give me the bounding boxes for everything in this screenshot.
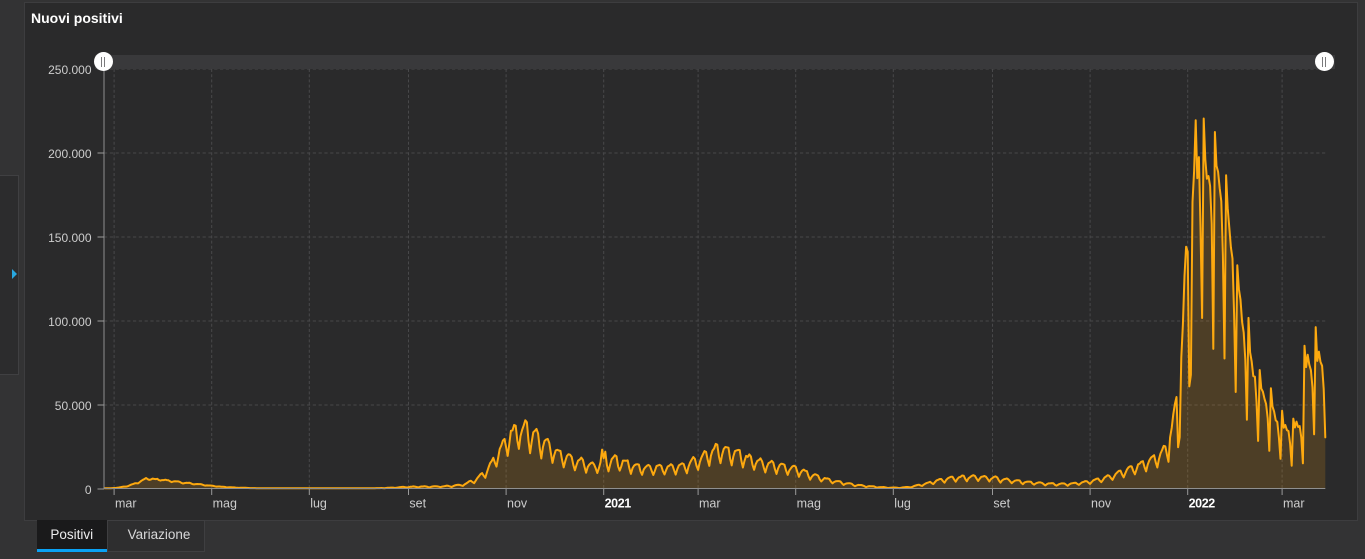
svg-text:200.000: 200.000	[48, 147, 92, 161]
svg-text:mag: mag	[213, 497, 237, 511]
svg-text:mar: mar	[699, 497, 721, 511]
svg-text:nov: nov	[507, 497, 528, 511]
svg-text:2022: 2022	[1189, 497, 1216, 511]
svg-text:set: set	[993, 497, 1010, 511]
svg-text:mar: mar	[115, 497, 137, 511]
svg-text:mar: mar	[1283, 497, 1305, 511]
svg-text:lug: lug	[894, 497, 911, 511]
svg-text:50.000: 50.000	[55, 399, 92, 413]
svg-text:150.000: 150.000	[48, 231, 92, 245]
svg-text:250.000: 250.000	[48, 63, 92, 77]
svg-text:2021: 2021	[605, 497, 632, 511]
svg-text:100.000: 100.000	[48, 315, 92, 329]
svg-text:0: 0	[85, 483, 92, 497]
svg-text:mag: mag	[797, 497, 821, 511]
svg-text:nov: nov	[1091, 497, 1112, 511]
svg-text:set: set	[409, 497, 426, 511]
svg-text:lug: lug	[310, 497, 327, 511]
